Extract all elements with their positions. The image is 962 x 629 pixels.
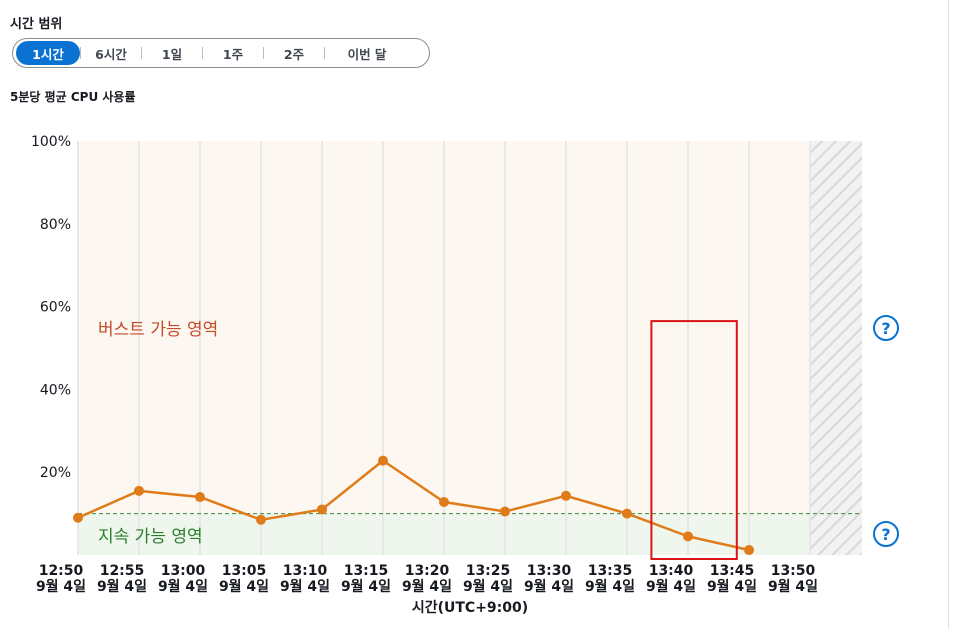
highlight-box (650, 320, 738, 560)
x-tick-date-label: 9월 4일 (219, 578, 269, 595)
cpu-series-line (77, 459, 750, 552)
x-tick-time-label: 13:50 (771, 563, 816, 579)
data-point (500, 506, 510, 517)
data-point (439, 497, 449, 508)
range-divider (263, 47, 264, 59)
x-tick-time-label: 13:05 (222, 563, 267, 579)
data-point (378, 455, 388, 466)
sustain-help-icon[interactable]: ? (873, 521, 899, 547)
range-divider (80, 47, 81, 59)
data-point (73, 512, 83, 523)
sustain-zone-label: 지속 가능 영역 (98, 527, 203, 547)
x-tick-time-label: 13:25 (466, 563, 511, 579)
x-tick-date-label: 9월 4일 (768, 578, 818, 595)
y-tick-label: 60% (40, 300, 71, 316)
range-divider (202, 47, 203, 59)
x-tick-date-label: 9월 4일 (646, 578, 696, 595)
range-2w-button[interactable]: 2주 (283, 46, 305, 62)
range-divider (141, 47, 142, 59)
range-1h-button[interactable]: 1시간 (16, 41, 80, 65)
y-tick-label: 40% (40, 382, 71, 398)
chart-title: 5분당 평균 CPU 사용률 (10, 90, 136, 104)
x-tick-date-label: 9월 4일 (97, 578, 147, 595)
range-divider (324, 47, 325, 59)
future-hatched-region (810, 141, 862, 555)
x-tick-time-label: 13:20 (405, 563, 450, 579)
panel-right-border (948, 0, 949, 629)
x-tick-date-label: 9월 4일 (158, 578, 208, 595)
burst-help-icon[interactable]: ? (873, 315, 899, 341)
y-tick-label: 80% (40, 217, 71, 233)
burst-zone-label: 버스트 가능 영역 (98, 320, 218, 340)
y-tick-label: 100% (31, 134, 71, 150)
x-tick-time-label: 13:45 (710, 563, 755, 579)
range-month-button[interactable]: 이번 달 (347, 46, 387, 62)
x-tick-date-label: 9월 4일 (707, 578, 757, 595)
x-tick-time-label: 13:15 (344, 563, 389, 579)
x-tick-time-label: 13:30 (527, 563, 572, 579)
data-point (561, 490, 571, 501)
range-6h-button[interactable]: 6시간 (95, 46, 127, 62)
range-1w-button[interactable]: 1주 (222, 46, 244, 62)
data-point (683, 531, 693, 542)
data-point (744, 545, 754, 556)
x-tick-time-label: 13:35 (588, 563, 633, 579)
time-range-title: 시간 범위 (10, 17, 63, 32)
x-tick-date-label: 9월 4일 (36, 578, 86, 595)
x-tick-date-label: 9월 4일 (463, 578, 513, 595)
x-tick-date-label: 9월 4일 (524, 578, 574, 595)
x-tick-time-label: 13:00 (161, 563, 206, 579)
x-tick-date-label: 9월 4일 (280, 578, 330, 595)
time-range-selector: 1시간 6시간 1일 1주 2주 이번 달 (12, 38, 430, 68)
x-axis-title: 시간(UTC+9:00) (412, 599, 528, 616)
data-point (134, 485, 144, 496)
x-tick-time-label: 12:55 (100, 563, 145, 579)
x-tick-date-label: 9월 4일 (585, 578, 635, 595)
data-point (622, 508, 632, 519)
x-tick-time-label: 13:10 (283, 563, 328, 579)
data-point (195, 492, 205, 503)
x-tick-date-label: 9월 4일 (341, 578, 391, 595)
data-point (317, 504, 327, 515)
x-tick-date-label: 9월 4일 (402, 578, 452, 595)
range-1d-button[interactable]: 1일 (161, 46, 183, 62)
x-tick-time-label: 12:50 (39, 563, 84, 579)
y-tick-label: 20% (40, 465, 71, 481)
x-tick-time-label: 13:40 (649, 563, 694, 579)
data-point (256, 514, 266, 525)
